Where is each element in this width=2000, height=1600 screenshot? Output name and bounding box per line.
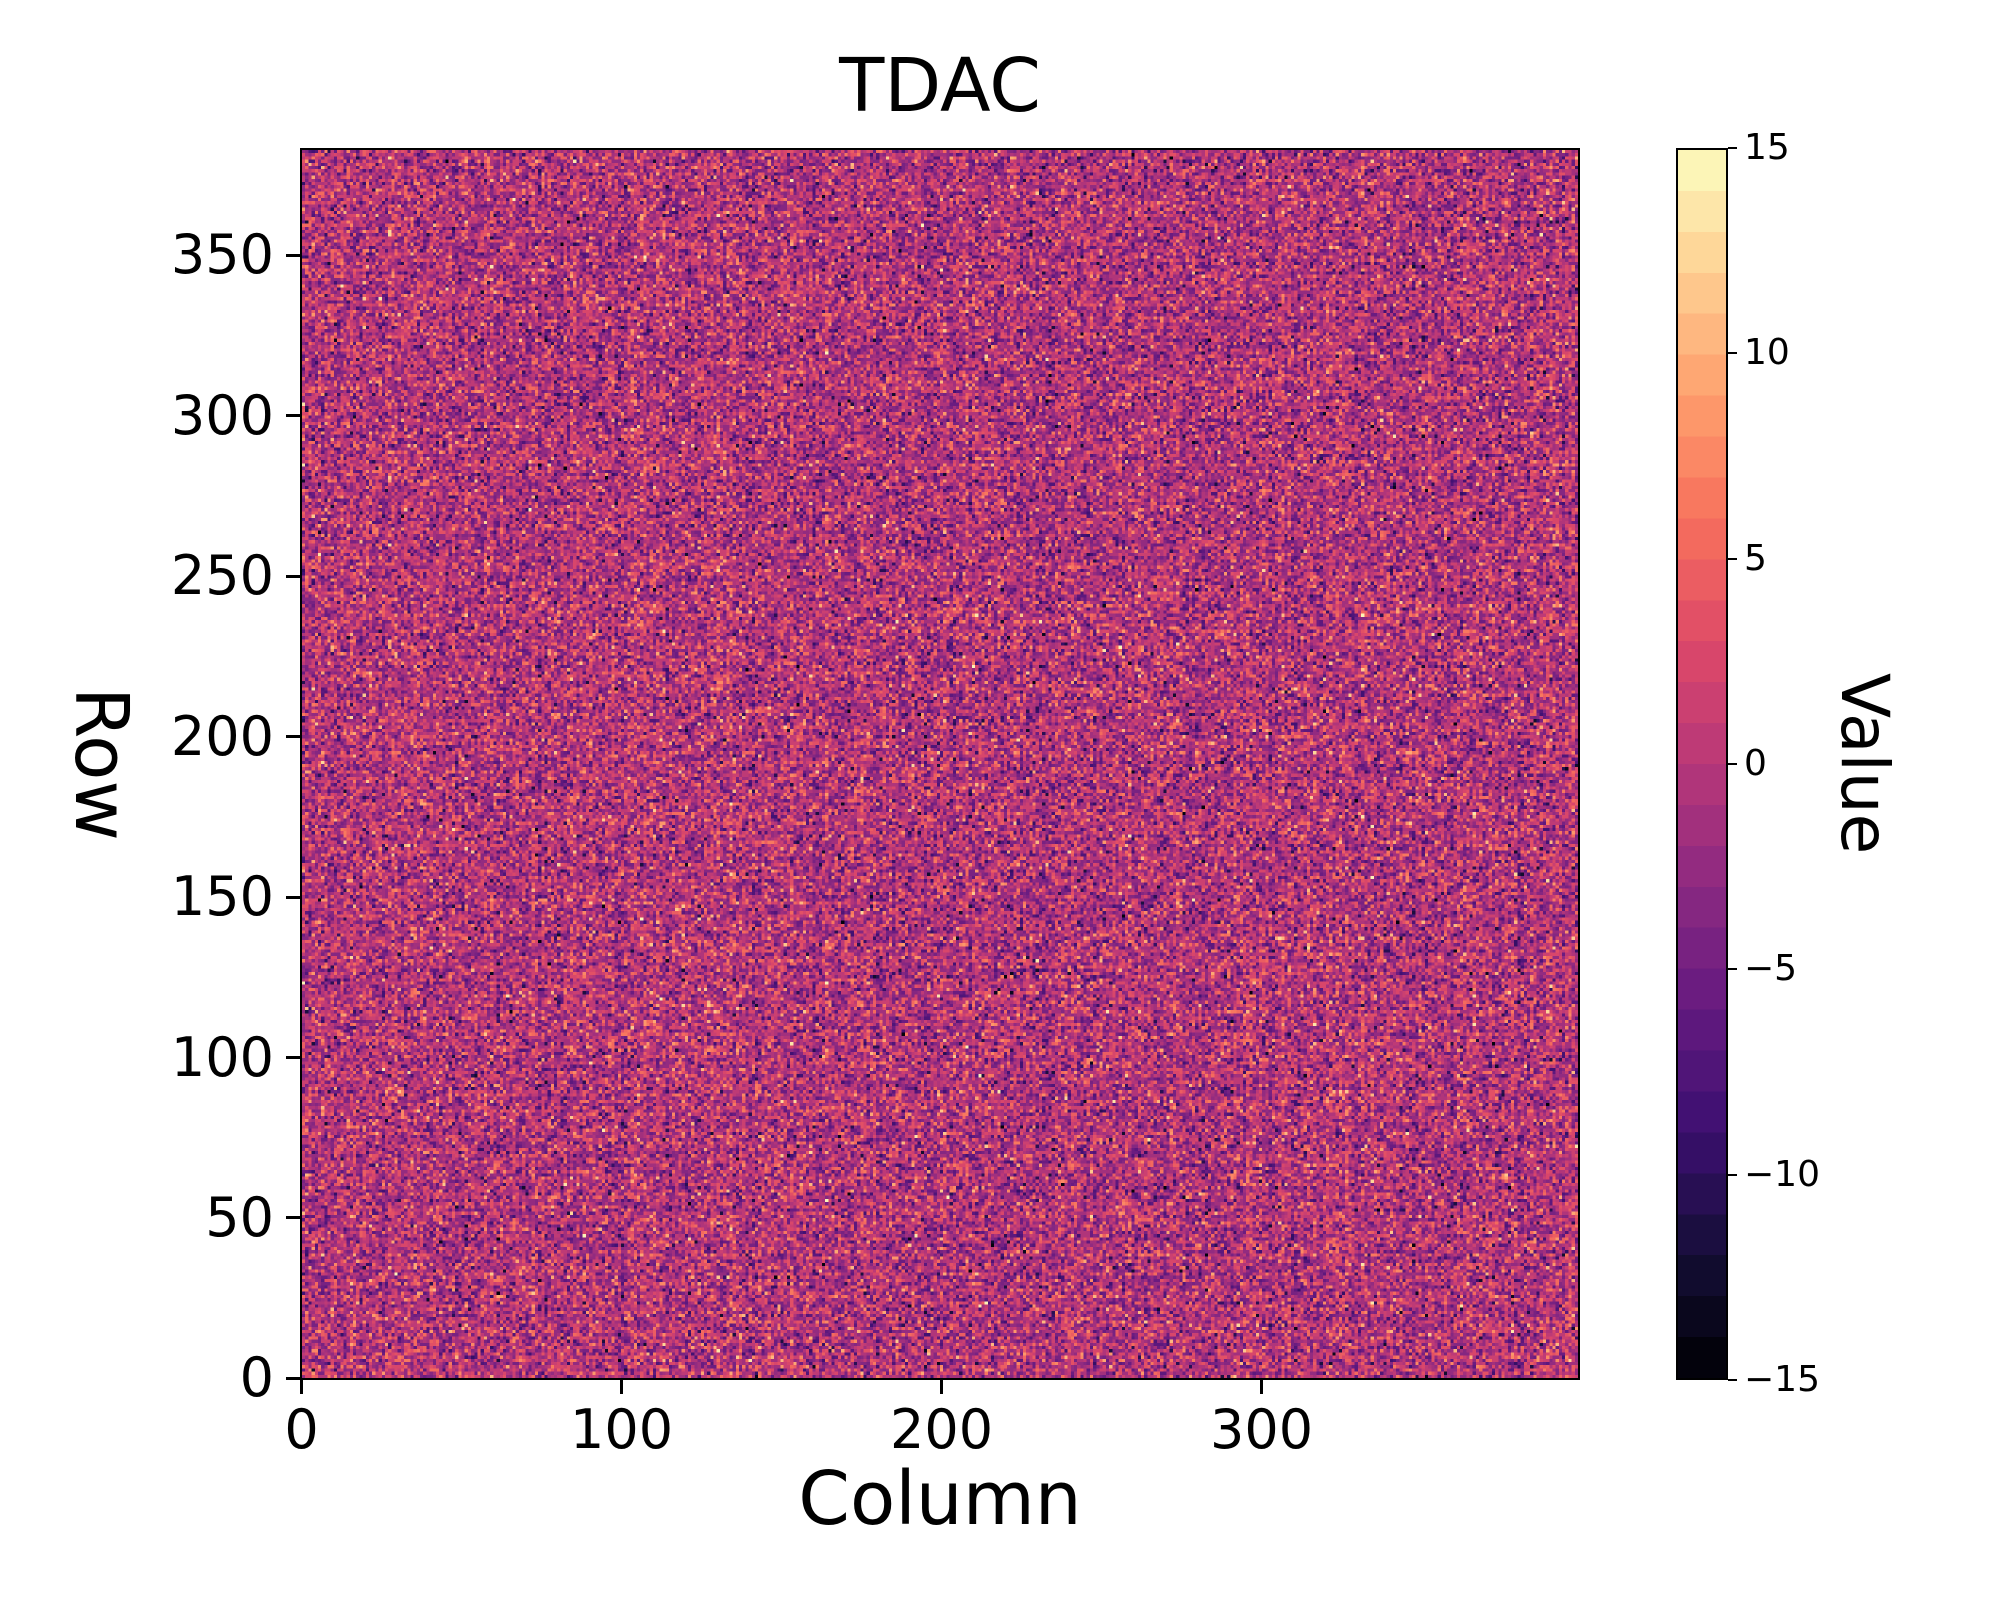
y-tick-mark (286, 414, 300, 418)
y-tick-label: 0 (239, 1346, 274, 1410)
y-tick-label: 300 (170, 383, 274, 447)
colorbar-tick-mark (1728, 352, 1737, 355)
colorbar-tick-label: 5 (1744, 537, 1767, 579)
y-tick-label: 100 (170, 1025, 274, 1089)
y-tick-mark (286, 574, 300, 578)
y-tick-label: 200 (170, 704, 274, 768)
colorbar (1676, 148, 1728, 1380)
colorbar-tick-label: 15 (1744, 127, 1790, 168)
y-tick-mark (286, 1376, 300, 1380)
y-tick-label: 350 (170, 223, 274, 287)
chart-title: TDAC (839, 43, 1041, 129)
x-tick-label: 0 (284, 1398, 319, 1461)
colorbar-tick-mark (1728, 557, 1737, 560)
x-tick-mark (620, 1380, 624, 1394)
plot-area (300, 148, 1580, 1380)
colorbar-canvas (1678, 150, 1726, 1378)
colorbar-label: Value (1826, 673, 1903, 855)
y-tick-mark (286, 1216, 300, 1220)
y-tick-mark (286, 253, 300, 257)
y-tick-mark (286, 1056, 300, 1060)
colorbar-tick-label: −10 (1744, 1153, 1820, 1195)
x-axis-label: Column (798, 1456, 1082, 1542)
x-tick-label: 300 (1210, 1398, 1314, 1461)
y-tick-label: 250 (170, 544, 274, 608)
y-tick-mark (286, 895, 300, 899)
x-tick-mark (300, 1380, 304, 1394)
y-tick-label: 50 (205, 1185, 274, 1249)
colorbar-tick-mark (1728, 147, 1737, 149)
colorbar-tick-label: −5 (1744, 948, 1798, 990)
x-tick-label: 100 (570, 1398, 674, 1461)
colorbar-tick-mark (1728, 1173, 1737, 1176)
y-tick-mark (286, 735, 300, 739)
x-tick-mark (940, 1380, 944, 1394)
colorbar-tick-mark (1728, 1379, 1737, 1381)
colorbar-tick-label: −15 (1744, 1359, 1820, 1400)
x-tick-mark (1260, 1380, 1264, 1394)
colorbar-tick-label: 0 (1744, 743, 1767, 784)
heatmap-canvas (302, 150, 1578, 1378)
y-axis-label: Row (58, 687, 144, 841)
colorbar-tick-mark (1728, 763, 1737, 765)
y-tick-label: 150 (170, 865, 274, 929)
colorbar-tick-mark (1728, 968, 1737, 971)
x-tick-label: 200 (890, 1398, 994, 1461)
colorbar-tick-label: 10 (1744, 332, 1790, 374)
